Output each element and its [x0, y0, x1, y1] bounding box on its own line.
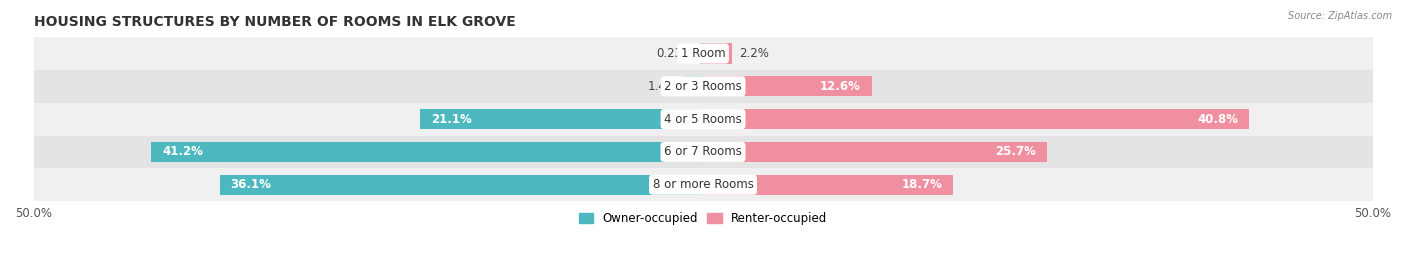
Bar — [34, 168, 1372, 201]
Text: 1 Room: 1 Room — [681, 47, 725, 60]
Bar — [700, 43, 703, 64]
Text: 2 or 3 Rooms: 2 or 3 Rooms — [664, 80, 742, 93]
Text: HOUSING STRUCTURES BY NUMBER OF ROOMS IN ELK GROVE: HOUSING STRUCTURES BY NUMBER OF ROOMS IN… — [34, 15, 515, 29]
Text: 25.7%: 25.7% — [995, 146, 1036, 158]
Bar — [152, 142, 703, 162]
Bar — [685, 76, 703, 97]
Text: 36.1%: 36.1% — [231, 178, 271, 191]
Bar — [34, 136, 1372, 168]
Bar — [703, 142, 1047, 162]
Bar — [420, 109, 703, 129]
Bar — [34, 70, 1372, 103]
Text: 21.1%: 21.1% — [432, 113, 472, 126]
Bar — [219, 175, 703, 195]
Text: 8 or more Rooms: 8 or more Rooms — [652, 178, 754, 191]
Text: Source: ZipAtlas.com: Source: ZipAtlas.com — [1288, 11, 1392, 21]
Bar — [34, 37, 1372, 70]
Text: 18.7%: 18.7% — [901, 178, 942, 191]
Bar — [34, 103, 1372, 136]
Text: 0.23%: 0.23% — [657, 47, 693, 60]
Bar — [703, 43, 733, 64]
Text: 2.2%: 2.2% — [740, 47, 769, 60]
Legend: Owner-occupied, Renter-occupied: Owner-occupied, Renter-occupied — [579, 212, 827, 225]
Text: 41.2%: 41.2% — [162, 146, 202, 158]
Text: 1.4%: 1.4% — [648, 80, 678, 93]
Bar — [703, 175, 953, 195]
Text: 6 or 7 Rooms: 6 or 7 Rooms — [664, 146, 742, 158]
Text: 12.6%: 12.6% — [820, 80, 860, 93]
Text: 4 or 5 Rooms: 4 or 5 Rooms — [664, 113, 742, 126]
Bar — [703, 76, 872, 97]
Text: 40.8%: 40.8% — [1198, 113, 1239, 126]
Bar — [703, 109, 1250, 129]
